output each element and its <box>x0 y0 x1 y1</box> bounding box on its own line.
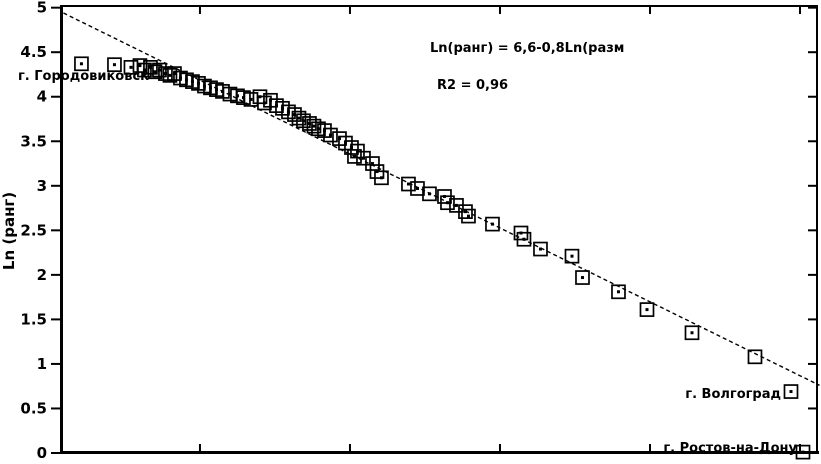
data-point-dot <box>406 182 410 186</box>
data-point-marker <box>162 68 178 83</box>
data-point-marker <box>422 186 437 202</box>
data-point-marker <box>306 118 322 134</box>
data-point-dot <box>427 192 431 196</box>
data-point-dot <box>522 237 526 241</box>
data-point-dot <box>79 62 83 66</box>
data-point-dot <box>297 116 301 120</box>
data-point-marker <box>291 110 307 126</box>
data-point-dot <box>789 390 793 394</box>
data-point-marker <box>611 284 626 300</box>
y-tick-label: 4.5 <box>20 43 47 61</box>
data-point-dot <box>312 124 316 128</box>
data-point-dot <box>220 89 224 93</box>
data-point-dot <box>580 276 584 280</box>
data-point-marker <box>365 156 380 171</box>
data-point-marker <box>458 204 473 219</box>
data-point-dot <box>463 210 467 214</box>
data-point-dot <box>328 133 332 137</box>
y-tick-label: 3 <box>37 177 47 195</box>
data-point-marker <box>575 270 590 285</box>
data-point-dot <box>466 214 470 218</box>
data-point-marker <box>533 241 548 257</box>
y-axis-title: Ln (ранг) <box>0 192 18 270</box>
data-point-dot <box>228 92 232 96</box>
equation-label: Ln(ранг) = 6,6-0,8Ln(разм <box>430 41 624 56</box>
data-point-dot <box>690 331 694 335</box>
data-point-marker <box>236 90 251 105</box>
data-point-marker <box>374 170 389 186</box>
data-point-dot <box>538 247 542 251</box>
data-point-dot <box>148 65 152 69</box>
data-point-dot <box>307 121 311 125</box>
data-point-dot <box>370 162 374 166</box>
y-tick-label: 2.5 <box>20 221 47 239</box>
data-point-dot <box>801 450 805 454</box>
data-point-dot <box>616 290 620 294</box>
chart-annotations: Ln (ранг) Ln(ранг) = 6,6-0,8Ln(разм R2 =… <box>0 41 798 456</box>
data-point-dot <box>138 64 142 68</box>
point-label-rostov: г. Ростов-на-Дону <box>663 441 797 456</box>
data-point-dot <box>153 70 157 74</box>
data-point-marker <box>461 208 476 224</box>
data-point-dot <box>352 154 356 158</box>
r2-label: R2 = 0,96 <box>437 78 508 93</box>
data-point-marker <box>747 349 763 365</box>
data-point-marker <box>684 325 700 341</box>
y-tick-label: 2 <box>37 266 47 284</box>
data-point-dot <box>249 97 253 101</box>
y-tick-label: 0.5 <box>20 399 47 417</box>
data-point-marker <box>143 59 158 75</box>
data-point-marker <box>639 302 655 317</box>
data-points <box>74 56 811 460</box>
data-point-marker <box>347 149 362 164</box>
data-point-dot <box>490 222 494 226</box>
data-point-marker <box>132 58 148 73</box>
y-tick-label: 1.5 <box>20 310 47 328</box>
y-tick-label: 5 <box>37 0 47 17</box>
data-point-marker <box>215 84 230 99</box>
y-axis-tick-labels: 0 0.5 1 1.5 2 2.5 3 3.5 4 4.5 5 <box>20 0 47 462</box>
data-point-dot <box>163 72 167 76</box>
point-label-volgograd: г. Волгоград <box>685 387 781 402</box>
point-label-gorodovikovsk: г. Городовиковск <box>18 69 149 84</box>
data-point-marker <box>401 176 416 192</box>
data-point-dot <box>361 156 365 160</box>
data-point-dot <box>112 63 116 67</box>
y-tick-label: 3.5 <box>20 132 47 150</box>
y-tick-label: 1 <box>37 355 47 373</box>
data-point-marker <box>410 181 425 196</box>
data-point-dot <box>454 203 458 207</box>
data-point-dot <box>292 113 296 117</box>
data-point-marker <box>795 444 811 460</box>
data-point-marker <box>356 150 371 166</box>
y-tick-label: 0 <box>37 444 47 462</box>
plot-frame <box>60 5 819 454</box>
data-point-dot <box>168 73 172 77</box>
data-point-dot <box>445 201 449 205</box>
data-point-dot <box>415 186 419 190</box>
data-point-dot <box>379 176 383 180</box>
data-point-dot <box>645 308 649 312</box>
data-point-marker <box>107 57 122 73</box>
data-point-marker <box>564 248 580 264</box>
data-point-marker <box>783 384 799 399</box>
data-point-dot <box>129 65 133 69</box>
data-point-marker <box>485 216 500 232</box>
data-point-dot <box>570 254 574 258</box>
data-point-marker <box>74 56 89 72</box>
data-point-marker <box>302 116 317 131</box>
y-tick-label: 4 <box>37 88 47 106</box>
data-point-dot <box>241 96 245 100</box>
data-point-marker <box>158 66 173 81</box>
data-point-marker <box>147 64 163 80</box>
data-point-marker <box>440 195 455 211</box>
data-point-marker <box>323 127 338 143</box>
data-point-marker <box>516 231 532 247</box>
